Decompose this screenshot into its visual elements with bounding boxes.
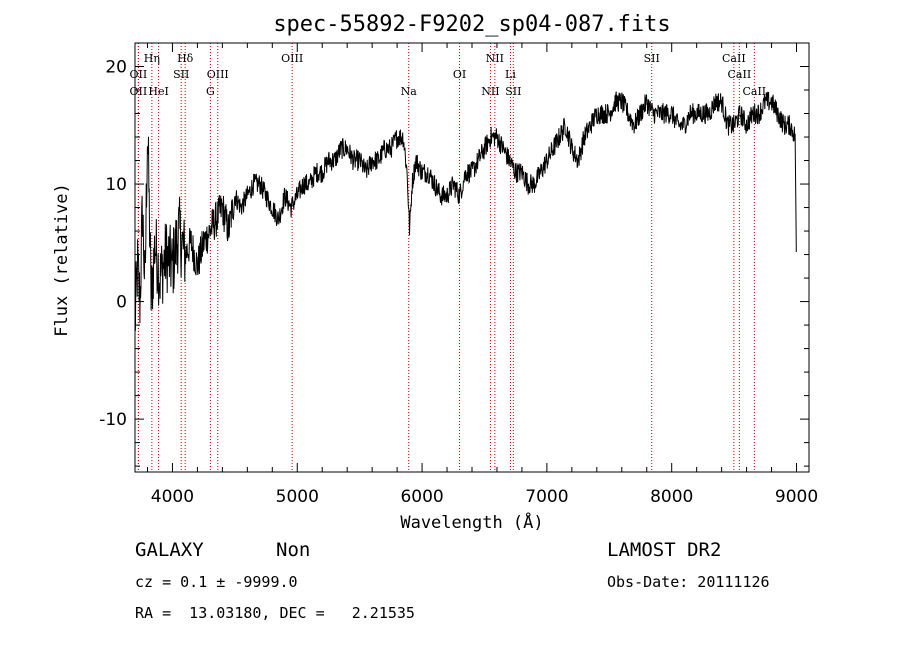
y-tick-label: 0	[116, 293, 127, 313]
spectral-line-label: OIII	[207, 68, 229, 81]
x-tick-label: 5000	[276, 487, 319, 507]
obs-date-text: Obs-Date: 20111126	[607, 573, 770, 591]
spectral-line-markers	[137, 43, 755, 472]
y-tick-label: -10	[99, 410, 127, 430]
spectral-line-label: SII	[644, 52, 660, 65]
y-axis-ticks: -10 0 10 20	[99, 42, 809, 467]
spectral-line-label: CaII	[742, 85, 766, 98]
spectral-line-label: OI	[453, 68, 466, 81]
x-tick-label: 4000	[151, 487, 194, 507]
x-tick-label: 7000	[525, 487, 568, 507]
spectral-line-label: HeI	[148, 85, 168, 98]
spectral-line-label: Na	[401, 85, 418, 98]
spectral-line-label: Hη	[144, 52, 160, 65]
spectral-line-label: CaII	[728, 68, 752, 81]
object-subclass: Non	[276, 539, 311, 561]
redshift-text: cz = 0.1 ± -9999.0	[135, 573, 298, 591]
spectral-line-label: NII	[481, 85, 499, 98]
spectral-line-label: G	[206, 85, 215, 98]
spectral-line-label: NII	[486, 52, 504, 65]
survey-name: LAMOST DR2	[607, 539, 722, 561]
y-axis-label: Flux (relative)	[52, 183, 72, 337]
spectral-line-label: CaII	[722, 52, 746, 65]
spectral-line-label: SII	[505, 85, 521, 98]
x-tick-label: 9000	[775, 487, 818, 507]
y-tick-label: 10	[105, 175, 127, 195]
spectral-line-label: SII	[173, 68, 189, 81]
spectral-line-label: OIII	[281, 52, 303, 65]
object-class: GALAXY	[135, 539, 204, 561]
spectral-line-label: OII	[130, 85, 148, 98]
y-tick-label: 20	[105, 58, 127, 78]
spectrum-line	[134, 91, 797, 331]
spectral-line-label: Hδ	[177, 52, 194, 65]
spectrum-series	[134, 91, 797, 331]
x-axis-ticks: 4000 5000 6000 7000 8000 9000	[146, 43, 818, 507]
coords-text: RA = 13.03180, DEC = 2.21535	[135, 604, 415, 622]
x-axis-label: Wavelength (Å)	[400, 511, 543, 533]
x-tick-label: 8000	[650, 487, 693, 507]
x-tick-label: 6000	[400, 487, 443, 507]
spectral-line-label: Li	[505, 68, 516, 81]
chart-title: spec-55892-F9202_sp04-087.fits	[273, 12, 670, 37]
spectral-line-label: OII	[130, 68, 148, 81]
